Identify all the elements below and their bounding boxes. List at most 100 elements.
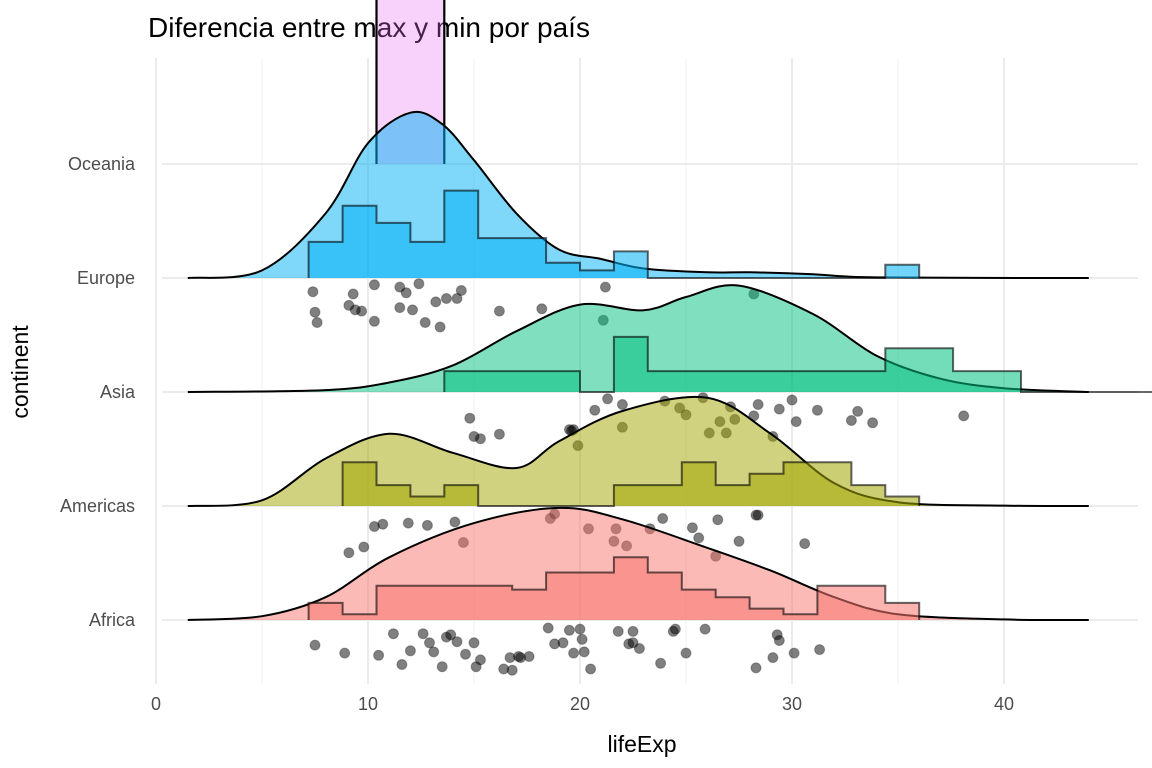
data-point-europe xyxy=(309,306,321,318)
data-point-africa xyxy=(612,625,624,637)
data-point-asia xyxy=(464,412,476,424)
y-tick-label: Oceania xyxy=(68,154,136,174)
data-point-asia xyxy=(752,399,764,410)
data-point-europe xyxy=(368,315,380,327)
data-point-africa xyxy=(767,652,779,664)
data-point-asia xyxy=(867,417,879,429)
data-point-africa xyxy=(699,623,711,635)
plot-area xyxy=(187,0,1152,676)
x-tick-label: 20 xyxy=(570,694,590,714)
data-point-americas xyxy=(449,516,461,528)
data-point-africa xyxy=(627,637,639,649)
data-point-africa xyxy=(557,637,569,649)
data-point-africa xyxy=(373,649,385,661)
data-point-americas xyxy=(733,535,745,547)
data-point-africa xyxy=(424,637,435,649)
data-point-europe xyxy=(493,305,505,317)
density-europe xyxy=(187,111,1089,278)
y-axis-title: continent xyxy=(7,325,33,419)
histogram-outline-oceania xyxy=(375,0,446,164)
data-point-europe xyxy=(400,287,412,299)
data-point-africa xyxy=(445,629,457,641)
data-point-asia xyxy=(811,404,823,416)
data-point-americas xyxy=(752,509,764,521)
x-tick-label: 10 xyxy=(358,694,378,714)
data-point-africa xyxy=(585,663,597,675)
data-point-africa xyxy=(542,622,554,634)
data-point-africa xyxy=(655,657,667,669)
histogram-fill-asia xyxy=(444,336,1152,392)
data-point-americas xyxy=(377,518,389,530)
x-axis-ticks: 0 10 20 30 40 xyxy=(151,694,1014,714)
data-point-europe xyxy=(419,317,431,328)
data-point-asia xyxy=(493,428,505,440)
data-point-africa xyxy=(773,635,785,646)
data-point-europe xyxy=(394,302,406,314)
data-point-europe xyxy=(311,317,323,328)
x-tick-label: 0 xyxy=(151,694,161,714)
data-point-africa xyxy=(428,646,440,658)
cloud-africa xyxy=(187,506,1089,676)
data-point-asia xyxy=(773,403,785,415)
data-point-africa xyxy=(680,647,692,659)
data-point-africa xyxy=(523,651,535,662)
data-point-americas xyxy=(657,513,669,524)
data-point-asia xyxy=(852,405,864,417)
data-point-africa xyxy=(574,623,586,635)
data-point-asia xyxy=(786,394,798,406)
data-point-africa xyxy=(750,662,762,674)
data-point-asia xyxy=(958,410,970,422)
data-point-africa xyxy=(417,628,429,640)
chart-title: Diferencia entre max y min por país xyxy=(148,12,590,43)
data-point-europe xyxy=(440,293,452,304)
x-tick-label: 30 xyxy=(782,694,802,714)
data-point-europe xyxy=(347,288,359,300)
data-point-americas xyxy=(799,538,811,550)
data-point-americas xyxy=(421,519,433,531)
data-point-asia xyxy=(790,416,802,428)
data-point-africa xyxy=(669,623,681,635)
y-tick-label: Africa xyxy=(89,610,136,630)
data-point-europe xyxy=(356,305,368,317)
data-point-africa xyxy=(387,628,399,640)
x-axis-title: lifeExp xyxy=(607,731,676,757)
y-axis-ticks: Africa Americas Asia Europe Oceania xyxy=(60,154,136,630)
data-point-europe xyxy=(434,321,446,333)
histogram-fill-europe xyxy=(308,190,920,278)
y-tick-label: Europe xyxy=(77,268,135,288)
data-point-europe xyxy=(451,293,463,304)
data-point-africa xyxy=(576,633,588,645)
data-point-asia xyxy=(616,399,628,410)
data-point-asia xyxy=(474,433,486,445)
data-point-asia xyxy=(845,415,857,426)
histogram-fill-americas xyxy=(342,462,920,506)
data-point-americas xyxy=(402,517,414,529)
data-point-africa xyxy=(339,647,351,659)
data-point-africa xyxy=(814,644,826,656)
data-point-africa xyxy=(506,664,518,676)
histogram-outline-africa xyxy=(307,556,921,620)
data-point-europe xyxy=(455,285,467,296)
cloud-europe xyxy=(187,110,1089,333)
data-point-africa xyxy=(404,645,416,657)
data-point-africa xyxy=(568,647,580,659)
data-point-europe xyxy=(430,296,442,308)
data-point-americas xyxy=(686,522,698,534)
y-tick-label: Asia xyxy=(100,382,136,402)
data-point-africa xyxy=(436,661,448,673)
data-point-europe xyxy=(599,281,611,293)
histogram-outline-asia xyxy=(443,335,1152,393)
data-point-africa xyxy=(451,636,463,648)
data-point-africa xyxy=(563,624,575,636)
data-point-europe xyxy=(413,278,425,290)
data-point-americas xyxy=(693,532,705,544)
data-point-africa xyxy=(468,637,480,649)
cloud-asia xyxy=(187,284,1152,452)
data-point-africa xyxy=(633,643,645,654)
data-point-africa xyxy=(460,648,471,660)
data-point-americas xyxy=(343,547,355,559)
data-point-africa xyxy=(788,647,800,659)
data-point-europe xyxy=(536,303,548,315)
data-point-americas xyxy=(358,541,370,553)
